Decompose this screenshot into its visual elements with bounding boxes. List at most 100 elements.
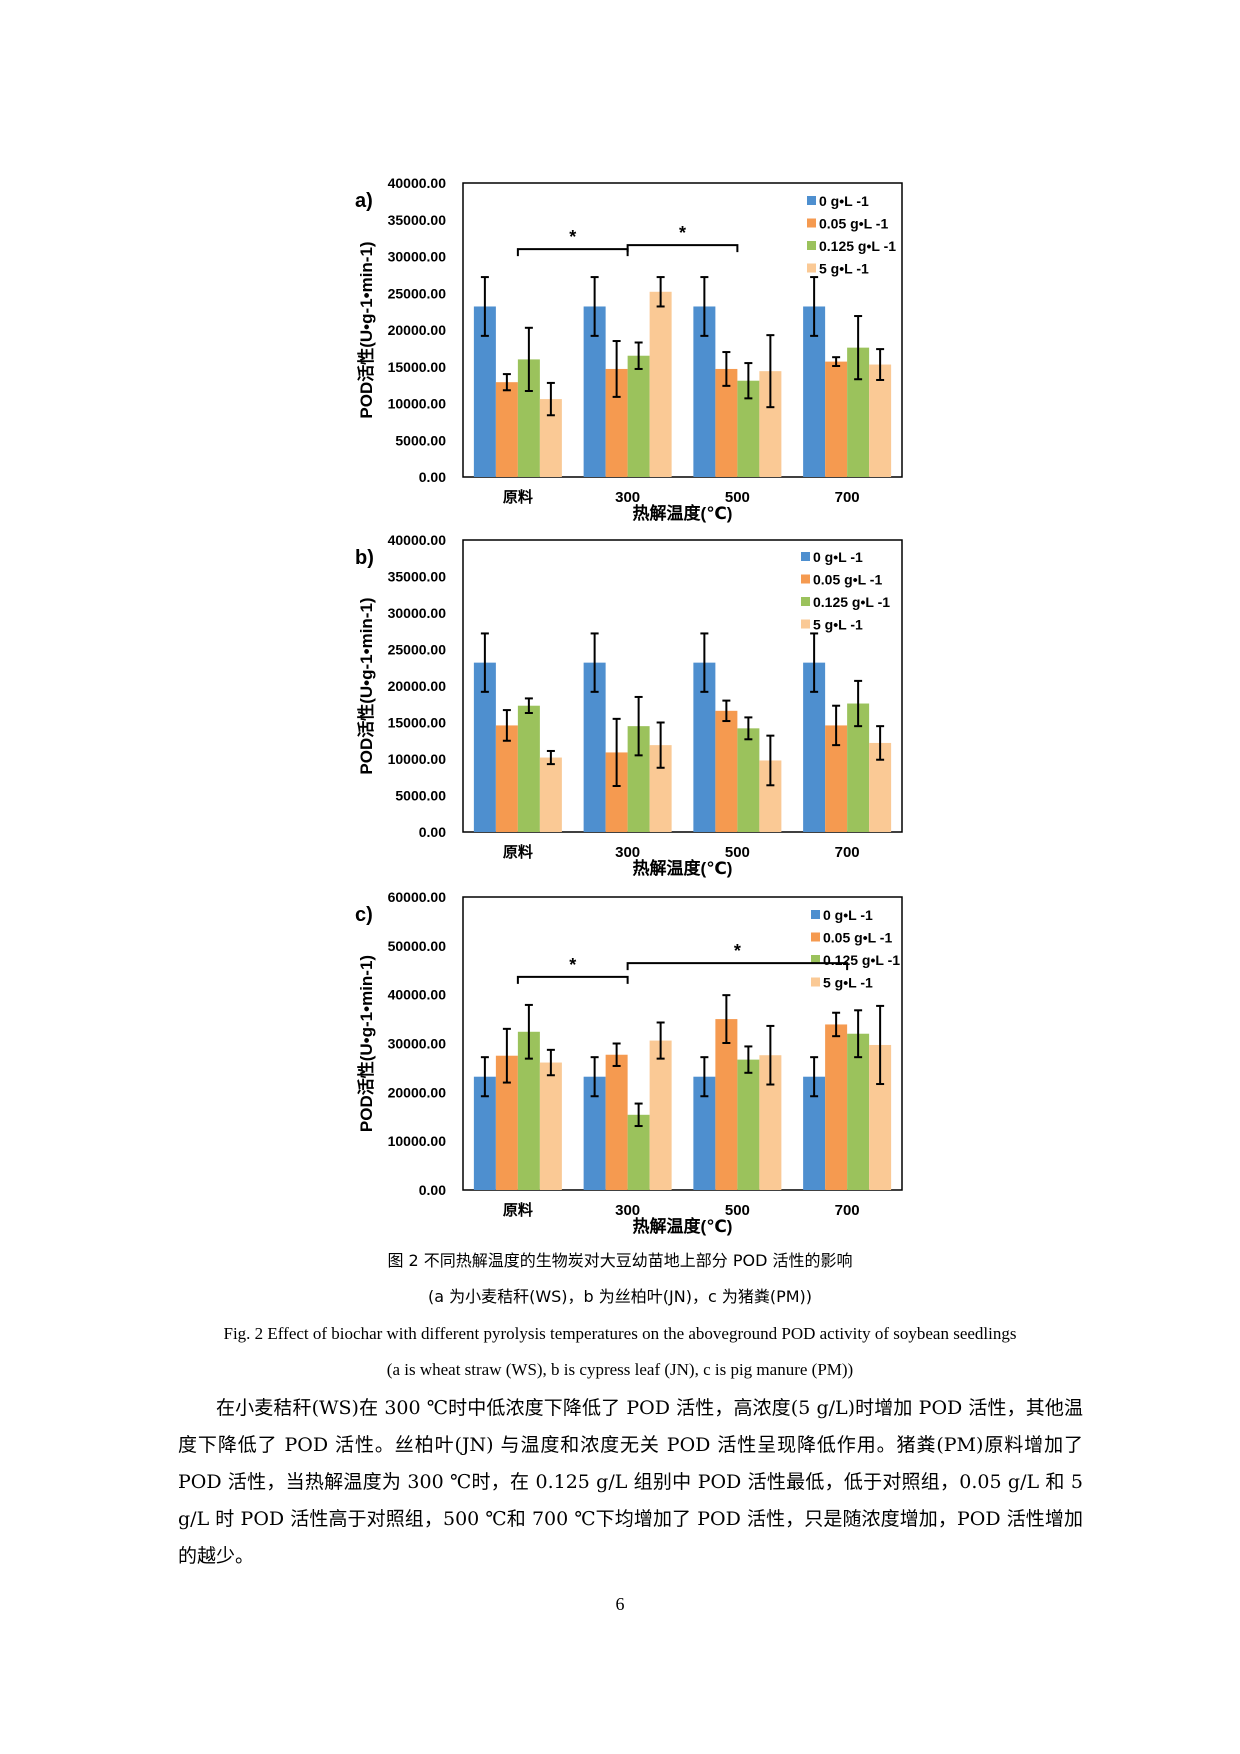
significance-bracket (626, 244, 739, 253)
bar (693, 1076, 716, 1190)
bar (759, 371, 782, 477)
bar (737, 380, 760, 477)
bar (539, 757, 562, 832)
bar (539, 399, 562, 477)
body-paragraph: 在小麦秸秆(WS)在 300 ℃时中低浓度下降低了 POD 活性，高浓度(5 g… (178, 1397, 1083, 1567)
y-tick-label: 30000.00 (388, 249, 447, 265)
legend-label: 0.125 g•L -1 (823, 952, 900, 968)
page-number: 6 (615, 1594, 625, 1614)
bar (583, 1076, 606, 1190)
significance-marker: * (569, 227, 576, 247)
legend-swatch (801, 597, 810, 606)
y-tick-label: 20000.00 (388, 1084, 447, 1100)
bar (759, 760, 782, 832)
bar (583, 662, 606, 832)
bar (847, 703, 870, 832)
bar (737, 1059, 760, 1190)
legend-swatch (801, 619, 810, 629)
significance-bracket (516, 975, 629, 984)
bar (583, 306, 606, 477)
legend-swatch (801, 552, 810, 561)
figure-caption-en: Fig. 2 Effect of biochar with different … (223, 1324, 1017, 1343)
bar (627, 726, 650, 832)
significance-marker: * (569, 955, 576, 975)
bar (869, 364, 892, 477)
y-tick-label: 35000.00 (388, 212, 447, 228)
bar (473, 1076, 496, 1190)
bar (803, 662, 826, 832)
y-tick-label: 10000.00 (388, 1133, 447, 1149)
y-tick-label: 40000.00 (388, 532, 447, 548)
y-tick-label: 5000.00 (395, 432, 446, 448)
legend-swatch (807, 218, 816, 228)
bar (649, 291, 672, 477)
y-tick-label: 0.00 (419, 1182, 446, 1198)
legend-swatch (811, 932, 820, 942)
y-tick-label: 50000.00 (388, 938, 447, 954)
bar (715, 368, 738, 477)
bar (825, 1024, 848, 1190)
bar (517, 359, 540, 477)
significance-marker: * (679, 223, 686, 243)
bar (605, 368, 628, 477)
bar (825, 361, 848, 477)
y-tick-label: 5000.00 (395, 788, 446, 804)
bar (649, 745, 672, 832)
y-axis-label: POD活性(U•g-1•min-1) (356, 597, 376, 774)
y-tick-label: 10000.00 (388, 396, 447, 412)
legend-label: 0.125 g•L -1 (813, 594, 890, 610)
y-tick-label: 60000.00 (388, 889, 447, 905)
bar (605, 1054, 628, 1190)
legend-swatch (811, 955, 820, 964)
bar (649, 1040, 672, 1190)
legend-swatch (801, 574, 810, 584)
legend-label: 5 g•L -1 (823, 975, 873, 991)
x-tick-label: 500 (725, 1202, 750, 1219)
bar (495, 382, 518, 477)
bar (517, 705, 540, 832)
legend-label: 0 g•L -1 (813, 549, 863, 565)
panel-label: b) (355, 547, 374, 569)
figure-charts: 0.005000.0010000.0015000.0020000.0025000… (355, 175, 903, 1236)
significance-bracket (516, 248, 629, 257)
x-tick-label: 500 (725, 489, 750, 506)
bar (869, 742, 892, 832)
y-tick-label: 15000.00 (388, 359, 447, 375)
x-axis-label: 热解温度(℃) (633, 1216, 733, 1236)
y-tick-label: 0.00 (419, 824, 446, 840)
legend-label: 0.05 g•L -1 (819, 216, 888, 232)
x-tick-label: 700 (835, 1202, 860, 1219)
panel-label: c) (355, 904, 373, 926)
bar (869, 1044, 892, 1190)
y-tick-label: 25000.00 (388, 642, 447, 658)
x-axis-label: 热解温度(℃) (633, 503, 733, 523)
y-tick-label: 30000.00 (388, 605, 447, 621)
y-tick-label: 15000.00 (388, 715, 447, 731)
legend-swatch (807, 196, 816, 205)
bar (715, 1019, 738, 1190)
bar (539, 1062, 562, 1190)
x-tick-label: 300 (615, 1202, 640, 1219)
legend-swatch (811, 910, 820, 919)
y-tick-label: 40000.00 (388, 175, 447, 191)
y-tick-label: 30000.00 (388, 1036, 447, 1052)
x-tick-label: 300 (615, 844, 640, 861)
y-axis-label: POD活性(U•g-1•min-1) (356, 241, 376, 418)
x-tick-label: 原料 (503, 843, 533, 861)
bar (495, 725, 518, 832)
y-tick-label: 20000.00 (388, 678, 447, 694)
figure-subcaption-en: (a is wheat straw (WS), b is cypress lea… (386, 1360, 854, 1379)
bar (495, 1055, 518, 1190)
y-tick-label: 40000.00 (388, 987, 447, 1003)
bar (715, 710, 738, 832)
x-tick-label: 500 (725, 844, 750, 861)
bar (473, 306, 496, 477)
bar (759, 1055, 782, 1190)
figure-caption-zh: 图 2 不同热解温度的生物炭对大豆幼苗地上部分 POD 活性的影响 (387, 1251, 853, 1270)
bar (847, 1033, 870, 1190)
bar (847, 347, 870, 477)
bar (803, 1076, 826, 1190)
bar (803, 306, 826, 477)
significance-bracket (626, 962, 849, 971)
bar (627, 1114, 650, 1190)
